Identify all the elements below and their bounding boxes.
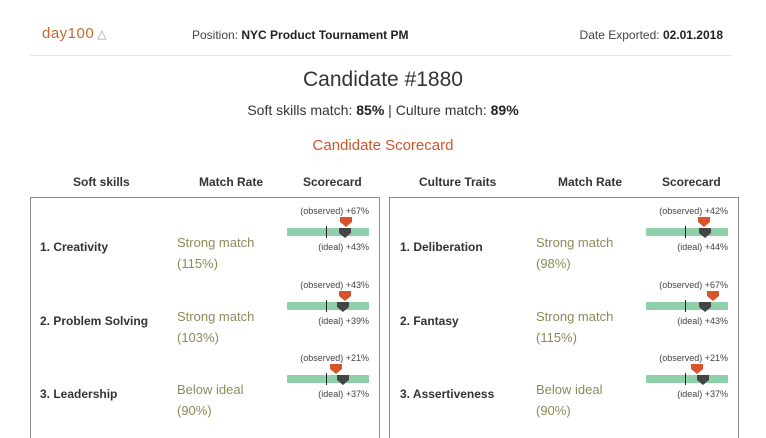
trait-name: 1. Deliberation — [400, 240, 483, 254]
logo[interactable]: day100 △ — [42, 25, 107, 42]
scorecard-bar: (observed) +67% (ideal) +43% — [646, 280, 728, 340]
match-rate-percent: (98%) — [536, 256, 571, 271]
soft-skills-match-label: Soft skills match: — [247, 102, 353, 118]
soft-scorecard-header: Scorecard — [303, 175, 362, 189]
baseline-tick — [326, 373, 327, 385]
match-rate-label: Strong match — [536, 309, 614, 324]
match-rate-percent: (115%) — [536, 330, 577, 345]
culture-traits-header: Culture Traits — [419, 175, 497, 189]
ideal-label: (ideal) +37% — [318, 389, 369, 399]
soft-skills-match-value: 85% — [356, 102, 385, 118]
skill-name: 2. Problem Solving — [40, 314, 149, 328]
match-rate: Strong match (98%) — [536, 232, 613, 274]
match-rate-label: Below ideal — [536, 382, 603, 397]
logo-text: day100 — [42, 25, 95, 42]
observed-label: (observed) +21% — [300, 353, 369, 363]
ideal-label: (ideal) +44% — [677, 242, 728, 252]
match-rate-label: Strong match — [177, 309, 255, 324]
soft-skill-row: 2. Problem Solving Strong match (103%) (… — [31, 280, 379, 345]
match-rate-percent: (103%) — [177, 330, 219, 345]
match-summary: Soft skills match: 85% | Culture match: … — [0, 102, 766, 118]
baseline-tick — [685, 300, 686, 312]
match-rate: Below ideal (90%) — [177, 379, 244, 421]
trait-name: 2. Fantasy — [400, 314, 459, 328]
culture-trait-row: 1. Deliberation Strong match (98%) (obse… — [390, 206, 738, 271]
baseline-tick — [685, 226, 686, 238]
header-bar: day100 △ Position: NYC Product Tournament… — [0, 0, 766, 56]
position-label: Position: — [192, 28, 239, 42]
culture-match-rate-header: Match Rate — [558, 175, 623, 189]
scorecard-bar: (observed) +43% (ideal) +39% — [287, 280, 369, 340]
soft-skill-row: 1. Creativity Strong match (115%) (obser… — [31, 206, 379, 271]
observed-label: (observed) +21% — [659, 353, 728, 363]
match-rate-label: Strong match — [536, 235, 614, 250]
match-rate-percent: (90%) — [177, 403, 212, 418]
match-rate: Strong match (115%) — [536, 306, 613, 348]
match-rate-percent: (115%) — [177, 256, 218, 271]
soft-match-rate-header: Match Rate — [199, 175, 264, 189]
baseline-tick — [326, 226, 327, 238]
soft-skills-header: Soft skills — [73, 175, 130, 189]
scorecard-track — [287, 228, 369, 236]
baseline-tick — [685, 373, 686, 385]
scorecard-bar: (observed) +67% (ideal) +43% — [287, 206, 369, 266]
summary-separator: | — [388, 102, 392, 118]
match-rate-percent: (90%) — [536, 403, 571, 418]
header-divider — [30, 55, 732, 56]
ideal-label: (ideal) +43% — [318, 242, 369, 252]
position-info: Position: NYC Product Tournament PM — [192, 28, 409, 42]
match-rate-label: Below ideal — [177, 382, 244, 397]
scorecard-track — [287, 302, 369, 310]
match-rate: Strong match (115%) — [177, 232, 254, 274]
ideal-label: (ideal) +39% — [318, 316, 369, 326]
candidate-title: Candidate #1880 — [303, 68, 463, 91]
baseline-tick — [326, 300, 327, 312]
observed-label: (observed) +67% — [659, 280, 728, 290]
date-value: 02.01.2018 — [662, 28, 723, 42]
scorecard-bar: (observed) +21% (ideal) +37% — [646, 353, 728, 413]
triangle-outline-icon: △ — [97, 27, 107, 41]
observed-label: (observed) +42% — [659, 206, 728, 216]
scorecard-track — [287, 375, 369, 383]
match-rate: Below ideal (90%) — [536, 379, 603, 421]
ideal-label: (ideal) +37% — [677, 389, 728, 399]
soft-skills-panel: 1. Creativity Strong match (115%) (obser… — [30, 197, 380, 438]
culture-trait-row: 3. Assertiveness Below ideal (90%) (obse… — [390, 353, 738, 418]
skill-name: 1. Creativity — [40, 240, 109, 254]
scorecard-track — [646, 302, 728, 310]
culture-scorecard-header: Scorecard — [662, 175, 721, 189]
trait-name: 3. Assertiveness — [400, 387, 495, 401]
match-rate-label: Strong match — [177, 235, 255, 250]
culture-match-label: Culture match: — [395, 102, 487, 118]
match-rate: Strong match (103%) — [177, 306, 254, 348]
date-exported-info: Date Exported: 02.01.2018 — [580, 28, 723, 42]
culture-trait-row: 2. Fantasy Strong match (115%) (observed… — [390, 280, 738, 345]
culture-traits-panel: 1. Deliberation Strong match (98%) (obse… — [389, 197, 739, 438]
scorecard-track — [646, 375, 728, 383]
observed-label: (observed) +67% — [300, 206, 369, 216]
soft-skill-row: 3. Leadership Below ideal (90%) (observe… — [31, 353, 379, 418]
scorecard-bar: (observed) +21% (ideal) +37% — [287, 353, 369, 413]
scorecard-bar: (observed) +42% (ideal) +44% — [646, 206, 728, 266]
position-value: NYC Product Tournament PM — [241, 28, 409, 42]
ideal-label: (ideal) +43% — [677, 316, 728, 326]
observed-label: (observed) +43% — [300, 280, 369, 290]
skill-name: 3. Leadership — [40, 387, 118, 401]
date-label: Date Exported: — [579, 28, 660, 42]
scorecard-track — [646, 228, 728, 236]
scorecard-section-title: Candidate Scorecard — [312, 137, 454, 154]
culture-match-value: 89% — [490, 102, 519, 118]
